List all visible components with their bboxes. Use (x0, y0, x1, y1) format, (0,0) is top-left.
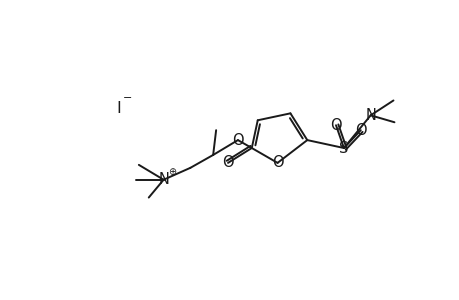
Text: I: I (117, 101, 121, 116)
Text: O: O (271, 155, 283, 170)
Text: ⊕: ⊕ (168, 167, 176, 177)
Text: N: N (364, 108, 375, 123)
Text: N: N (158, 172, 169, 187)
Text: O: O (330, 118, 341, 133)
Text: O: O (232, 133, 243, 148)
Text: S: S (338, 140, 348, 155)
Text: −: − (123, 94, 132, 103)
Text: O: O (354, 123, 366, 138)
Text: O: O (222, 155, 233, 170)
